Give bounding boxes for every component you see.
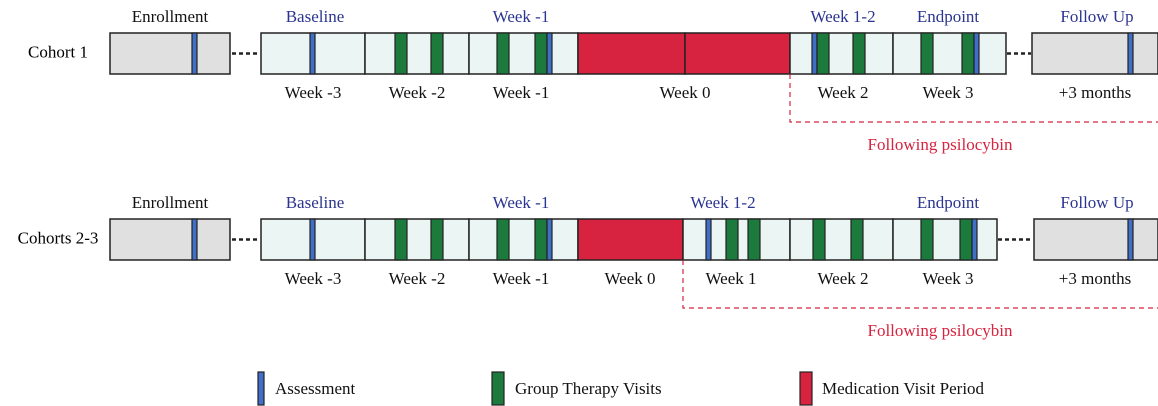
timeline-cell [789, 218, 894, 261]
assessment-bar [1127, 218, 1134, 261]
timeline-cell [468, 32, 579, 75]
week-label: Week 0 [659, 83, 710, 102]
week-label: Week -2 [389, 269, 446, 288]
timeline-cell [1031, 32, 1158, 75]
therapy-bar [961, 32, 975, 75]
timeline-cell [364, 32, 470, 75]
therapy-bar [534, 218, 548, 261]
therapy-bar [850, 218, 864, 261]
legend-swatch [257, 371, 265, 406]
timeline-cell [684, 32, 791, 75]
assessment-bar [191, 218, 198, 261]
therapy-bar [959, 218, 973, 261]
timeline-cell [577, 32, 686, 75]
timeline-cell [892, 32, 1007, 75]
assessment-bar [811, 32, 818, 75]
timeline-cell [789, 32, 894, 75]
assessment-bar [546, 218, 553, 261]
timeline-cell [1033, 218, 1158, 261]
assessment-bar [705, 218, 712, 261]
week-label: Week -1 [493, 83, 550, 102]
timeline-cell [364, 218, 470, 261]
legend-label: Medication Visit Period [822, 379, 985, 398]
therapy-bar [920, 32, 934, 75]
week-label: Week 2 [817, 83, 868, 102]
therapy-bar [496, 32, 510, 75]
phase-label: Enrollment [132, 7, 209, 26]
timeline-cell [577, 218, 684, 261]
therapy-bar [394, 32, 408, 75]
phase-label: Enrollment [132, 193, 209, 212]
week-label: Week 0 [604, 269, 655, 288]
psilocybin-bracket [789, 74, 1158, 123]
week-label: Week 2 [817, 269, 868, 288]
week-label: Week 1 [705, 269, 756, 288]
assessment-bar [191, 32, 198, 75]
therapy-bar [725, 218, 739, 261]
timeline-cell [109, 218, 231, 261]
therapy-bar [394, 218, 408, 261]
phase-label: Follow Up [1060, 193, 1133, 212]
assessment-bar [973, 32, 980, 75]
phase-label: Follow Up [1060, 7, 1133, 26]
legend-swatch [491, 371, 505, 406]
assessment-bar [1127, 32, 1134, 75]
week-label: Week 3 [922, 83, 973, 102]
therapy-bar [852, 32, 866, 75]
therapy-bar [747, 218, 761, 261]
week-label: Week -2 [389, 83, 446, 102]
week-label: Week 3 [922, 269, 973, 288]
week-label: Week -3 [285, 269, 342, 288]
phase-label: Week -1 [493, 193, 550, 212]
assessment-bar [309, 218, 316, 261]
phase-label: Baseline [286, 193, 345, 212]
therapy-bar [430, 218, 444, 261]
week-label: Week -3 [285, 83, 342, 102]
note: Following psilocybin [868, 135, 1013, 154]
psilocybin-bracket [682, 260, 1158, 309]
timeline-cell [109, 32, 231, 75]
assessment-bar [309, 32, 316, 75]
timeline-cell [468, 218, 579, 261]
phase-label: Week 1-2 [810, 7, 875, 26]
legend-swatch [799, 371, 813, 406]
phase-label: Endpoint [917, 193, 980, 212]
week-label: Week -1 [493, 269, 550, 288]
therapy-bar [816, 32, 830, 75]
therapy-bar [812, 218, 826, 261]
therapy-bar [430, 32, 444, 75]
phase-label: Baseline [286, 7, 345, 26]
cohort-label: Cohorts 2-3 [18, 228, 99, 247]
cohort-label: Cohort 1 [28, 42, 88, 61]
therapy-bar [920, 218, 934, 261]
week-label: +3 months [1059, 83, 1131, 102]
therapy-bar [496, 218, 510, 261]
therapy-bar [534, 32, 548, 75]
legend-label: Group Therapy Visits [515, 379, 662, 398]
note: Following psilocybin [868, 321, 1013, 340]
week-label: +3 months [1059, 269, 1131, 288]
legend-label: Assessment [275, 379, 356, 398]
assessment-bar [546, 32, 553, 75]
phase-label: Endpoint [917, 7, 980, 26]
assessment-bar [971, 218, 978, 261]
timeline-cell [892, 218, 998, 261]
phase-label: Week -1 [493, 7, 550, 26]
phase-label: Week 1-2 [690, 193, 755, 212]
